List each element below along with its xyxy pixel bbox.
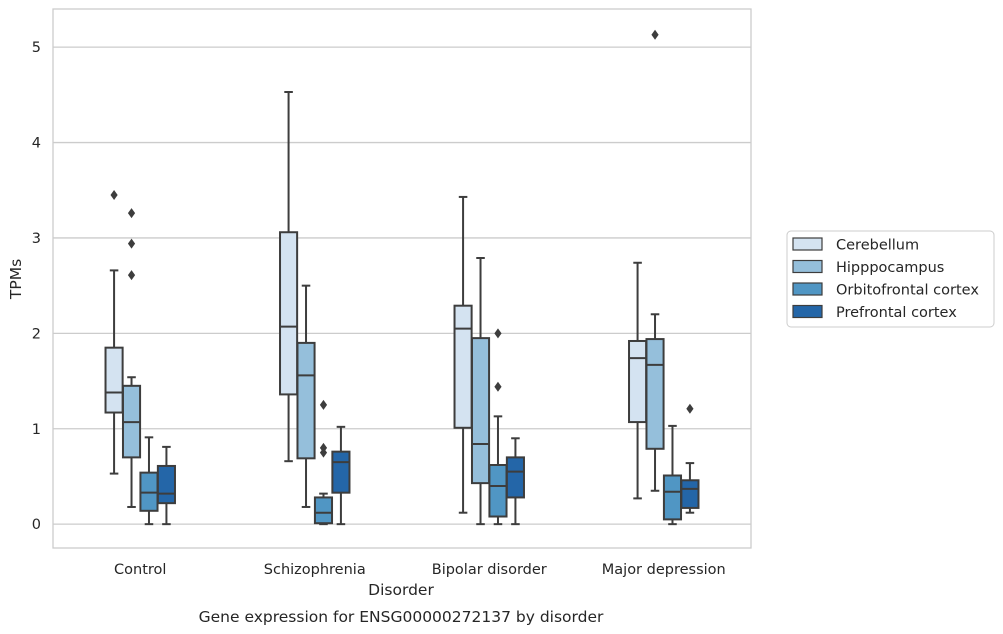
gridlines — [53, 46, 751, 525]
box — [488, 464, 508, 518]
x-tick-label: Control — [114, 562, 166, 578]
outlier-point — [127, 208, 136, 219]
outlier-point — [494, 381, 502, 392]
y-tick-label: 1 — [32, 422, 41, 438]
box — [628, 339, 648, 424]
outlier-point — [127, 238, 136, 249]
outlier-point — [319, 399, 328, 410]
box — [680, 479, 700, 509]
box — [331, 450, 351, 494]
y-tick-label: 2 — [32, 326, 41, 342]
x-tick-labels: Control Schizophrenia Bipolar disorder Majo… — [114, 562, 726, 578]
legend-swatch — [792, 259, 823, 274]
legend-items: Cerebellum Hipppocampus Orbitofrontal cort… — [792, 237, 979, 321]
y-tick-label: 3 — [32, 231, 41, 247]
outlier-point — [651, 29, 659, 40]
box-cerebellum — [453, 195, 473, 514]
legend-swatch — [792, 282, 823, 296]
x-tick-label: Bipolar disorder — [432, 562, 547, 578]
chart-caption: Gene expression for ENSG00000272137 by d… — [199, 608, 604, 626]
outlier-point — [686, 403, 694, 414]
outlier-point — [494, 328, 502, 339]
box-orbitofrontal-cortex — [139, 436, 159, 526]
x-tick-label: Major depression — [602, 562, 726, 578]
box — [470, 337, 491, 485]
x-tick-label: Schizophrenia — [264, 562, 366, 578]
legend-swatch — [792, 304, 823, 319]
box — [104, 346, 124, 414]
legend-frame — [786, 230, 995, 328]
legend: Cerebellum Hipppocampus Orbitofrontal cort… — [786, 230, 995, 328]
box-orbitofrontal-cortex — [313, 399, 334, 526]
box-prefrontal-cortex — [505, 437, 525, 526]
box-cerebellum — [279, 90, 299, 463]
box — [505, 456, 525, 499]
outlier-point — [319, 442, 328, 453]
box-hipppocampus — [470, 256, 491, 526]
box — [645, 338, 665, 450]
legend-swatch — [792, 237, 823, 251]
box-prefrontal-cortex — [680, 403, 700, 514]
box — [156, 464, 176, 505]
box — [279, 231, 299, 396]
box-series — [104, 29, 700, 526]
box-cerebellum — [628, 261, 648, 500]
box-prefrontal-cortex — [156, 445, 176, 526]
box — [313, 496, 334, 525]
legend-label: Hipppocampus — [836, 260, 944, 276]
box-hipppocampus — [296, 284, 316, 508]
box-cerebellum — [104, 190, 124, 475]
box — [296, 341, 316, 460]
outlier-point — [110, 190, 118, 201]
box-hipppocampus — [645, 29, 665, 492]
y-tick-label: 0 — [32, 517, 41, 533]
x-axis-title: Disorder — [368, 581, 434, 599]
box — [662, 474, 683, 521]
y-tick-labels: 0 1 2 3 4 5 — [32, 40, 41, 533]
box-hipppocampus — [121, 208, 142, 508]
outlier-point — [127, 270, 136, 281]
legend-label: Prefrontal cortex — [836, 305, 957, 321]
y-axis-title: TPMs — [7, 259, 25, 300]
box-orbitofrontal-cortex — [662, 424, 683, 526]
y-tick-label: 5 — [32, 40, 41, 56]
y-tick-label: 4 — [32, 136, 41, 152]
legend-label: Cerebellum — [836, 238, 919, 254]
box-prefrontal-cortex — [331, 425, 351, 526]
box — [453, 304, 473, 429]
legend-label: Orbitofrontal cortex — [836, 283, 979, 299]
box-orbitofrontal-cortex — [488, 328, 508, 526]
plot-area-frame — [52, 8, 752, 549]
